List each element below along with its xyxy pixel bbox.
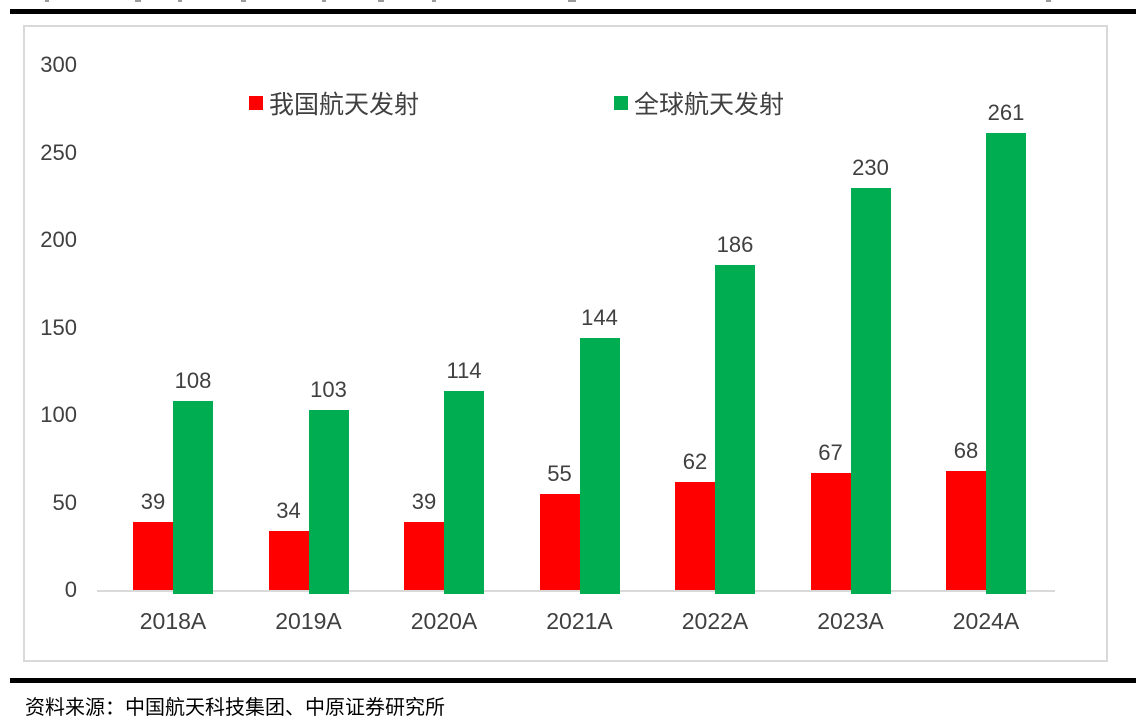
bar-global-2023A (850, 187, 891, 594)
bottom-rule (10, 678, 1136, 683)
legend-label: 全球航天发射 (634, 91, 785, 119)
bar-china-2023A (810, 472, 851, 590)
bar-global-2020A (444, 390, 484, 594)
y-axis-tick-label: 250 (40, 139, 77, 165)
y-axis-tick-label: 300 (40, 52, 77, 77)
bar-global-2022A (715, 264, 755, 594)
bar-value-label: 34 (276, 497, 301, 523)
bar-value-label: 39 (140, 488, 166, 514)
bar-value-label: 68 (953, 438, 979, 463)
bar-value-label: 62 (682, 448, 708, 474)
source-note: 资料来源：中国航天科技集团、中原证券研究所 (25, 697, 445, 719)
top-rule (10, 9, 1136, 14)
bar-china-2024A (946, 471, 986, 590)
bar-china-2019A (268, 530, 309, 590)
bar-global-2018A (173, 401, 213, 594)
x-axis-category-label: 2020A (410, 608, 478, 634)
x-axis-category-label: 2018A (139, 608, 207, 634)
bar-value-label: 186 (716, 231, 754, 257)
bar-china-2020A (404, 521, 444, 590)
bar-value-label: 108 (174, 368, 212, 393)
cropped-text-artifact (178, 0, 182, 2)
bar-value-label: 230 (852, 154, 889, 180)
legend-swatch-green-icon (614, 96, 628, 110)
y-axis-tick-label: 100 (40, 402, 77, 427)
legend-item-china: 我国航天发射 (249, 89, 419, 119)
cropped-text-artifact (568, 0, 576, 2)
chart-area: 我国航天发射 全球航天发射 39 108 34 103 39 114 55 144 62 186 6… (23, 25, 1108, 662)
x-axis-category-label: 2019A (275, 608, 342, 634)
y-axis-tick-label: 50 (52, 489, 77, 515)
cropped-text-artifact (241, 0, 246, 2)
cropped-text-artifact (432, 0, 436, 2)
bar-value-label: 67 (818, 439, 843, 465)
bar-global-2019A (308, 409, 349, 594)
legend-item-global: 全球航天发射 (614, 89, 784, 119)
bar-value-label: 114 (446, 357, 482, 383)
y-axis-tick-label: 150 (40, 314, 77, 340)
legend-swatch-red-icon (249, 96, 263, 110)
legend-label: 我国航天发射 (269, 91, 420, 119)
y-axis-tick-label: 0 (64, 577, 77, 602)
bar-value-label: 261 (987, 100, 1025, 126)
x-axis-category-label: 2024A (952, 608, 1020, 634)
cropped-text-artifact (322, 0, 326, 2)
bar-china-2018A (133, 521, 173, 590)
x-axis-category-label: 2023A (817, 608, 884, 634)
bar-china-2021A (539, 493, 580, 590)
x-axis-category-label: 2021A (546, 608, 613, 634)
x-axis-line (97, 590, 1055, 592)
bar-global-2024A (986, 133, 1026, 594)
bar-value-label: 39 (411, 488, 437, 514)
cropped-text-artifact (378, 0, 384, 2)
bar-china-2022A (675, 481, 715, 590)
bar-global-2021A (579, 338, 620, 594)
y-axis-tick-label: 200 (40, 227, 77, 252)
bar-value-label: 55 (547, 460, 572, 486)
cropped-text-artifact (1046, 0, 1051, 2)
cropped-text-artifact (45, 0, 49, 2)
bar-value-label: 144 (581, 305, 618, 330)
cropped-text-artifact (135, 0, 141, 2)
bar-value-label: 103 (310, 376, 347, 402)
x-axis-category-label: 2022A (681, 608, 749, 634)
